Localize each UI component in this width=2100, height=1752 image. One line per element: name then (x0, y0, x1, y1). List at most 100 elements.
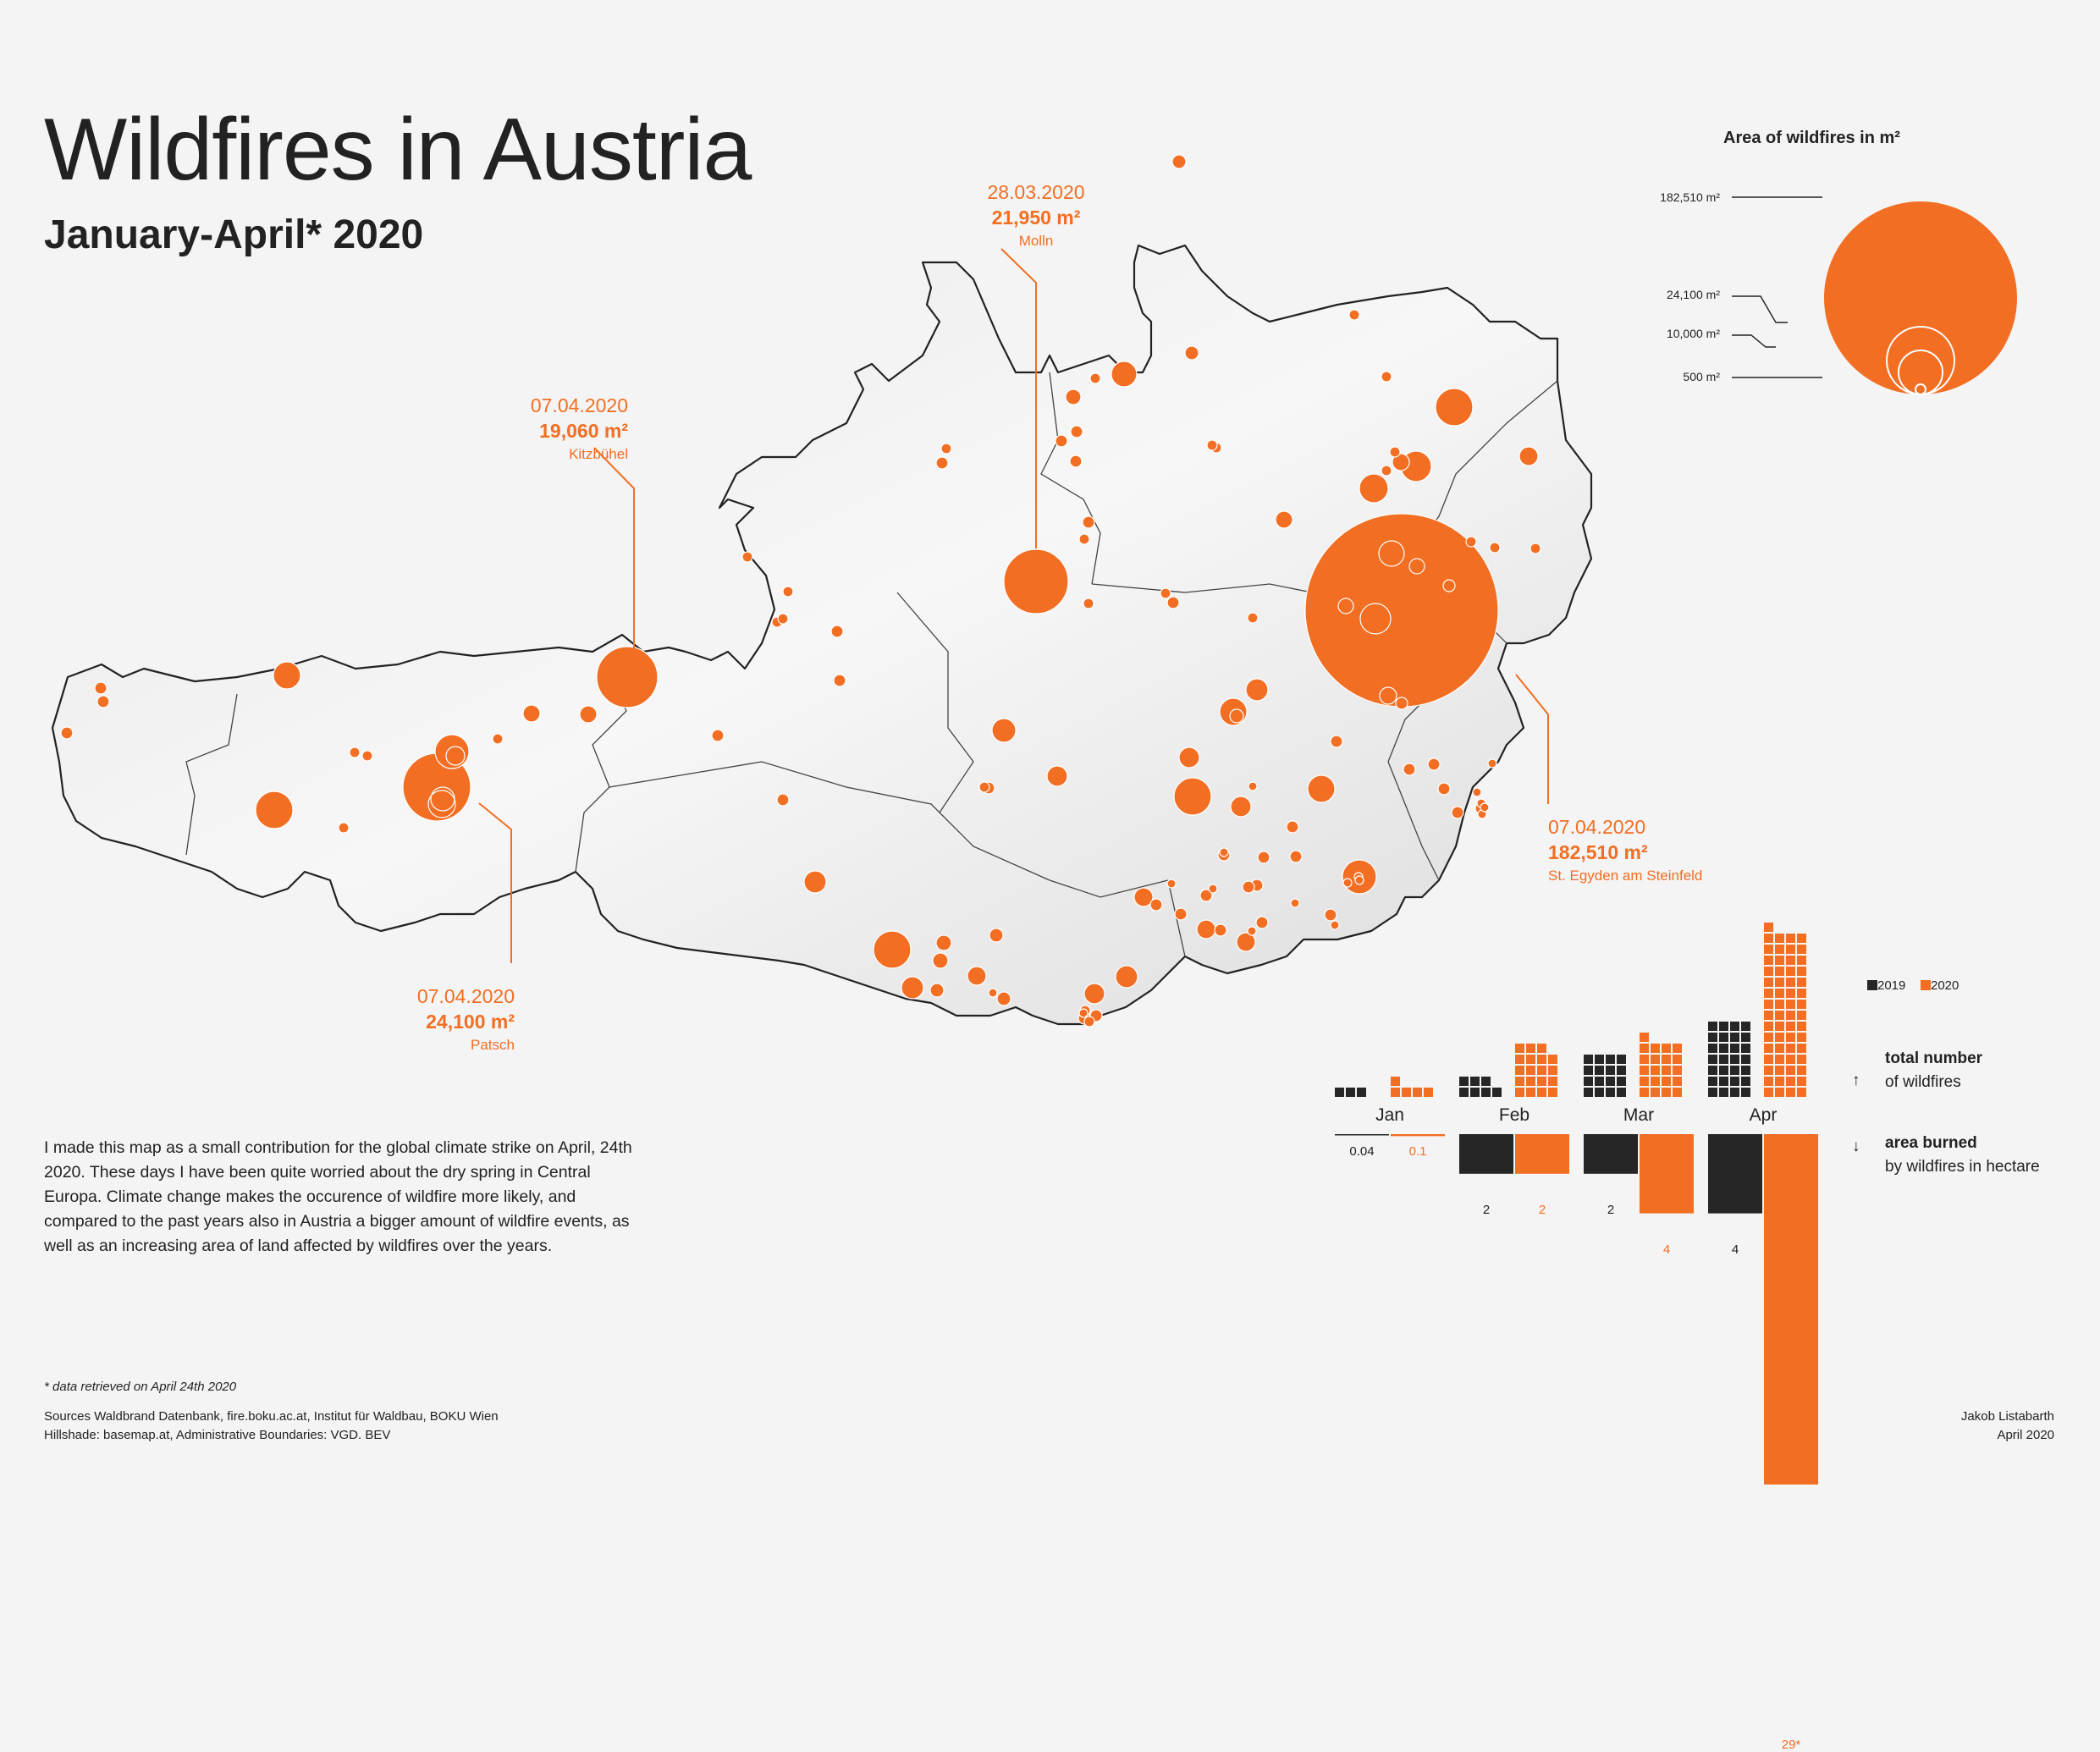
size-legend-label: 24,100 m² (1666, 288, 1720, 301)
fire-count-square (1741, 1088, 1750, 1097)
fire-count-square (1708, 1088, 1717, 1097)
fire-count-square (1764, 1000, 1773, 1009)
fire-count-square (1651, 1044, 1660, 1053)
fire-count-square (1741, 1066, 1750, 1075)
size-legend-label: 10,000 m² (1666, 327, 1720, 340)
fire-count-square (1595, 1066, 1604, 1075)
fire-count-square (1764, 1066, 1773, 1075)
area-bar (1764, 1134, 1818, 1485)
fire-count-square (1797, 1011, 1806, 1020)
fire-count-square (1708, 1022, 1717, 1031)
fire-count-square (1786, 1055, 1795, 1064)
area-value-label: 29* (1781, 1737, 1801, 1752)
callout-area: 19,060 m² (539, 420, 628, 442)
fire-count-square (1413, 1088, 1422, 1097)
fire-count-square (1775, 1044, 1784, 1053)
fire-count-square (1797, 1077, 1806, 1086)
fire-count-square (1797, 1044, 1806, 1053)
fire-count-square (1424, 1088, 1433, 1097)
fire-count-square (1730, 1044, 1739, 1053)
callout-leaders (478, 248, 1549, 963)
fire-count-square (1470, 1077, 1480, 1086)
fire-count-square (1595, 1055, 1604, 1064)
fire-count-square (1537, 1044, 1546, 1053)
fire-count-square (1459, 1088, 1469, 1097)
author-date: April 2020 (1997, 1428, 2054, 1442)
fire-count-square (1741, 1022, 1750, 1031)
fire-count-square (1797, 934, 1806, 943)
fire-count-square (1719, 1044, 1728, 1053)
intro-paragraph: I made this map as a small contribution … (44, 1138, 632, 1255)
fire-count-square (1775, 1022, 1784, 1031)
area-bar (1708, 1134, 1762, 1214)
callout-place: Molln (1018, 233, 1054, 249)
fire-count-square (1673, 1044, 1682, 1053)
fire-count-square (1346, 1088, 1355, 1097)
fire-count-square (1775, 989, 1784, 998)
fire-count-square (1617, 1077, 1626, 1086)
fire-count-square (1786, 1077, 1795, 1086)
fire-count-square (1391, 1077, 1400, 1086)
fire-count-square (1651, 1066, 1660, 1075)
fire-count-square (1719, 1055, 1728, 1064)
fire-count-square (1741, 1044, 1750, 1053)
fire-count-square (1797, 1055, 1806, 1064)
fire-count-square (1548, 1055, 1557, 1064)
fire-count-square (1764, 923, 1773, 932)
fire-count-square (1548, 1066, 1557, 1075)
fire-count-square (1673, 1077, 1682, 1086)
fire-count-square (1775, 1033, 1784, 1042)
area-value-label: 2 (1482, 1202, 1491, 1217)
fire-count-square (1662, 1088, 1671, 1097)
fire-count-square (1537, 1055, 1546, 1064)
fire-count-square (1708, 1033, 1717, 1042)
area-value-label: 0.04 (1349, 1144, 1375, 1159)
fire-count-square (1730, 1088, 1739, 1097)
fire-count-square (1537, 1088, 1546, 1097)
fire-count-square (1357, 1088, 1366, 1097)
fire-count-square (1797, 989, 1806, 998)
fire-count-square (1764, 934, 1773, 943)
fire-count-square (1764, 956, 1773, 965)
fire-count-square (1640, 1044, 1649, 1053)
fire-count-square (1775, 1077, 1784, 1086)
month-label: Apr (1749, 1105, 1778, 1125)
area-value-label: 4 (1731, 1242, 1739, 1257)
area-bar (1459, 1134, 1513, 1174)
fire-count-square (1775, 1066, 1784, 1075)
fire-count-square (1786, 945, 1795, 954)
fire-count-square (1515, 1066, 1524, 1075)
fire-count-square (1617, 1055, 1626, 1064)
fire-count-square (1719, 1033, 1728, 1042)
callout-patsch: 07.04.2020 24,100 m² Patsch (345, 985, 515, 1054)
author-name: Jakob Listabarth (1960, 1409, 2054, 1424)
sources-line-1: Sources Waldbrand Datenbank, fire.boku.a… (44, 1409, 499, 1424)
area-value-label: 4 (1662, 1242, 1671, 1257)
fire-count-square (1526, 1066, 1535, 1075)
footnote: * data retrieved on April 24th 2020 (44, 1380, 237, 1394)
fire-count-square (1730, 1066, 1739, 1075)
fire-count-square (1775, 945, 1784, 954)
callout-place: Kitzbühel (569, 446, 628, 462)
fire-count-square (1764, 945, 1773, 954)
fire-count-square (1548, 1088, 1557, 1097)
fire-count-square (1786, 1022, 1795, 1031)
fire-count-square (1662, 1077, 1671, 1086)
fire-count-square (1775, 1055, 1784, 1064)
fire-count-square (1515, 1044, 1524, 1053)
austria-map (51, 154, 2017, 1485)
fire-count-square (1764, 967, 1773, 976)
fire-count-square (1797, 945, 1806, 954)
fire-count-square (1786, 989, 1795, 998)
fire-count-square (1797, 967, 1806, 976)
fire-count-square (1719, 1022, 1728, 1031)
fire-count-square (1673, 1088, 1682, 1097)
fire-count-square (1786, 1088, 1795, 1097)
fire-count-square (1730, 1022, 1739, 1031)
month-label: Jan (1375, 1105, 1404, 1125)
fire-count-square (1708, 1077, 1717, 1086)
legend-2020: 2020 (1921, 978, 1959, 993)
fire-count-square (1764, 978, 1773, 987)
fire-count-square (1526, 1077, 1535, 1086)
fire-count-square (1617, 1088, 1626, 1097)
